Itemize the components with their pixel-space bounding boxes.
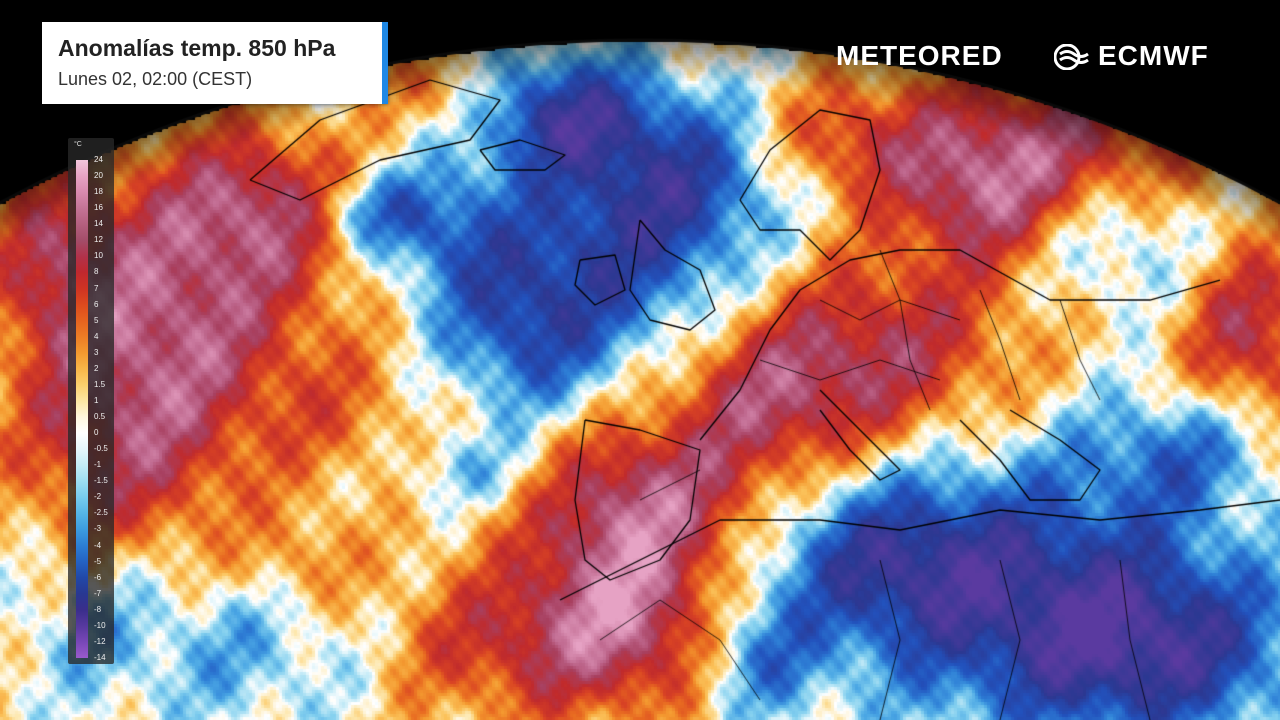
- legend-tick-label: -2.5: [94, 508, 108, 518]
- legend-color-bar: [76, 160, 88, 658]
- legend-tick-label: -0.5: [94, 444, 108, 454]
- legend-unit: °C: [74, 141, 82, 148]
- ecmwf-logo: ECMWF: [1098, 40, 1209, 71]
- legend-tick-label: 1: [94, 395, 99, 405]
- legend-tick-label: 5: [94, 315, 99, 325]
- legend-tick-label: 24: [94, 155, 103, 164]
- legend-tick-label: 1.5: [94, 379, 106, 389]
- legend-tick-label: 4: [94, 331, 99, 341]
- legend-tick-label: 18: [94, 187, 103, 197]
- legend-tick-label: 12: [94, 235, 103, 245]
- legend-tick-label: 10: [94, 251, 103, 261]
- legend-tick-label: -4: [94, 540, 102, 550]
- legend-tick-label: -1: [94, 460, 102, 470]
- legend-tick-label: -5: [94, 556, 102, 566]
- legend-tick-label: 7: [94, 283, 99, 293]
- legend-tick-label: -7: [94, 588, 102, 598]
- legend-tick-label: 3: [94, 347, 99, 357]
- ecmwf-logo-icon: [1054, 44, 1089, 70]
- legend-tick-label: -2: [94, 492, 102, 502]
- legend-tick-label: -8: [94, 604, 102, 614]
- map-subtitle: Lunes 02, 02:00 (CEST): [58, 69, 253, 89]
- legend-tick-label: 20: [94, 171, 103, 181]
- legend-tick-label: 16: [94, 203, 103, 213]
- legend-tick-label: -10: [94, 620, 106, 630]
- legend-tick-label: -12: [94, 636, 106, 646]
- legend-tick-label: 6: [94, 299, 99, 309]
- legend-tick-label: 0.5: [94, 412, 106, 422]
- title-box: Anomalías temp. 850 hPa Lunes 02, 02:00 …: [42, 22, 388, 104]
- legend-tick-label: -3: [94, 524, 102, 534]
- map-title: Anomalías temp. 850 hPa: [58, 35, 336, 61]
- color-scale-legend: °C 24 20 18 16 14 12 10 8 7 6 5 4 3 2 1.5 1 0.5 0 -0.5 -1 -1…: [68, 138, 114, 664]
- legend-tick-label: -14: [94, 653, 106, 662]
- legend-tick-label: -6: [94, 572, 102, 582]
- meteored-logo: METEORED: [836, 40, 1003, 71]
- legend-tick-label: 8: [94, 267, 99, 277]
- legend-tick-label: 2: [94, 363, 99, 373]
- legend-tick-label: -1.5: [94, 476, 108, 486]
- legend-tick-label: 0: [94, 428, 99, 438]
- legend-tick-label: 14: [94, 219, 103, 229]
